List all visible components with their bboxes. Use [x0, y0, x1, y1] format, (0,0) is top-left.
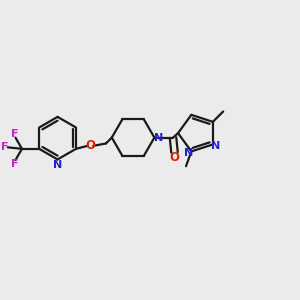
Text: N: N [211, 141, 220, 151]
Text: O: O [85, 140, 95, 152]
Text: N: N [184, 148, 193, 158]
Text: F: F [11, 159, 18, 169]
Text: O: O [169, 151, 179, 164]
Text: F: F [11, 129, 18, 139]
Text: N: N [53, 160, 62, 170]
Text: N: N [154, 133, 163, 142]
Text: F: F [1, 142, 9, 152]
